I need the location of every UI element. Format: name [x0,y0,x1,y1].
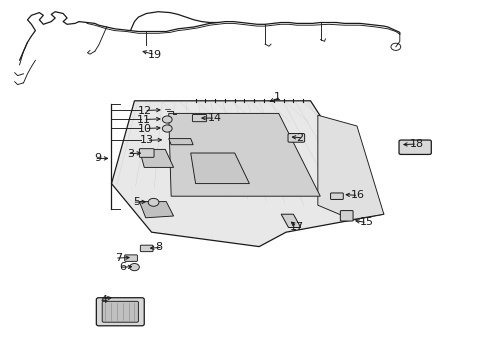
Text: 13: 13 [140,135,154,145]
Polygon shape [281,214,300,228]
Circle shape [162,125,172,132]
FancyBboxPatch shape [287,134,304,142]
Polygon shape [317,115,383,220]
Circle shape [162,116,172,123]
Text: 10: 10 [137,123,151,134]
Text: 6: 6 [119,262,126,273]
Text: 15: 15 [359,217,373,228]
Text: 18: 18 [409,139,423,149]
FancyBboxPatch shape [102,301,138,322]
Text: 12: 12 [137,105,151,116]
Text: 14: 14 [207,113,222,123]
Text: 7: 7 [115,253,122,263]
Polygon shape [139,202,173,218]
Text: 8: 8 [155,242,163,252]
Text: 16: 16 [350,190,365,201]
Text: 5: 5 [133,197,140,207]
Polygon shape [168,139,193,145]
FancyBboxPatch shape [192,114,206,122]
Text: 17: 17 [289,222,303,232]
Circle shape [148,198,159,206]
FancyBboxPatch shape [139,149,154,157]
Polygon shape [168,113,320,196]
FancyBboxPatch shape [96,298,144,326]
Text: 9: 9 [94,153,102,163]
Text: 11: 11 [136,114,150,125]
Polygon shape [111,101,383,247]
FancyBboxPatch shape [398,140,430,154]
FancyBboxPatch shape [140,245,153,252]
FancyBboxPatch shape [340,211,352,221]
Text: 2: 2 [295,133,303,143]
Text: 4: 4 [100,294,107,305]
Text: 1: 1 [273,92,280,102]
Text: 19: 19 [147,50,162,60]
Text: 3: 3 [127,149,134,159]
Circle shape [129,264,139,271]
FancyBboxPatch shape [124,255,137,261]
FancyBboxPatch shape [330,193,343,199]
Polygon shape [139,149,173,167]
Polygon shape [190,153,249,184]
